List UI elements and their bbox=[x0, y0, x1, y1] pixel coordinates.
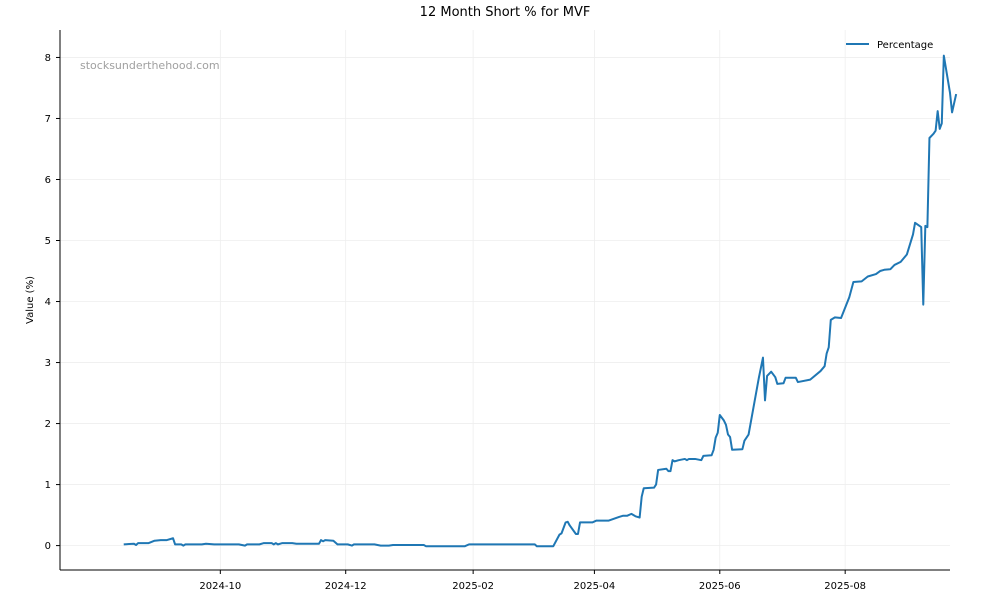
y-tick-label: 0 bbox=[45, 541, 51, 552]
y-tick-label: 1 bbox=[45, 480, 51, 491]
chart-title: 12 Month Short % for MVF bbox=[420, 5, 591, 20]
y-tick-label: 4 bbox=[45, 297, 51, 308]
y-tick-label: 2 bbox=[45, 419, 51, 430]
watermark-text: stocksunderthehood.com bbox=[80, 59, 220, 72]
legend: Percentage bbox=[846, 40, 933, 51]
series-layer bbox=[123, 54, 958, 548]
y-tick-label: 7 bbox=[45, 114, 51, 125]
y-ticks: 0 1 2 3 4 5 6 7 8 bbox=[45, 53, 60, 552]
x-tick-label: 2025-02 bbox=[452, 581, 494, 592]
grid bbox=[60, 30, 950, 570]
x-tick-label: 2024-10 bbox=[199, 581, 241, 592]
x-tick-label: 2025-04 bbox=[574, 581, 616, 592]
x-tick-label: 2024-12 bbox=[325, 581, 367, 592]
y-tick-label: 6 bbox=[45, 175, 51, 186]
axes bbox=[59, 30, 950, 571]
x-ticks: 2024-10 2024-12 2025-02 2025-04 2025-06 2025-… bbox=[199, 570, 866, 592]
series-line-percentage bbox=[123, 54, 958, 548]
y-axis-label: Value (%) bbox=[25, 276, 36, 324]
legend-label: Percentage bbox=[877, 40, 933, 51]
y-tick-label: 8 bbox=[45, 53, 51, 64]
x-tick-label: 2025-06 bbox=[699, 581, 741, 592]
y-tick-label: 5 bbox=[45, 236, 51, 247]
y-tick-label: 3 bbox=[45, 358, 51, 369]
x-tick-label: 2025-08 bbox=[824, 581, 866, 592]
